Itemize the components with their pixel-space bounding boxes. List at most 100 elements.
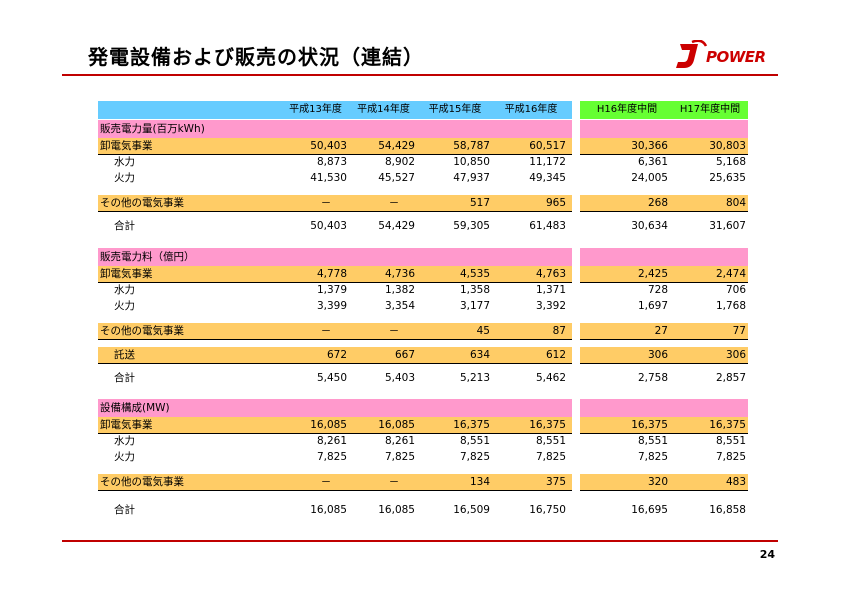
table-cell: 7,825 [637,451,668,463]
table-cell: 8,261 [316,435,347,447]
table-cell: 4,736 [384,268,415,280]
section-band-right [580,248,748,266]
column-header: 平成13年度 [289,104,342,115]
table-cell: 59,305 [453,220,490,232]
row-band-left [98,138,572,155]
table-cell: 16,085 [378,419,415,431]
row-label: その他の電気事業 [100,325,184,337]
row-underline-right [580,154,748,155]
table-cell: 634 [469,349,490,361]
row-underline-left [98,211,572,212]
table-cell: 16,509 [453,504,490,516]
table-cell: 30,803 [709,140,746,152]
table-cell: 5,462 [535,372,566,384]
table-cell: 2,857 [715,372,746,384]
table-cell: 50,403 [310,220,347,232]
row-label: 卸電気事業 [100,140,153,152]
table-cell: － [320,197,332,209]
header-band-cyan [98,101,572,119]
section-band-right [580,120,748,138]
table-cell: 31,607 [709,220,746,232]
table-cell: 706 [725,284,746,296]
row-label: 合計 [114,504,135,516]
page-number: 24 [759,548,775,561]
row-underline-right [580,211,748,212]
row-band-left [98,347,572,364]
table-cell: 16,375 [453,419,490,431]
row-band-right [580,417,748,434]
header-band-green [580,101,748,119]
section-title: 販売電力料（億円） [100,251,195,263]
table-cell: 54,429 [378,220,415,232]
table-cell: 10,850 [453,156,490,168]
section-title: 販売電力量(百万kWh) [100,123,205,135]
row-underline-left [98,433,572,434]
row-band-left [98,266,572,283]
table-cell: 61,483 [529,220,566,232]
table-cell: 5,168 [715,156,746,168]
table-cell: 268 [647,197,668,209]
table-cell: 7,825 [715,451,746,463]
table-cell: 375 [545,476,566,488]
row-label: 託送 [114,349,135,361]
row-band-left [98,417,572,434]
row-band-left [98,195,572,212]
table-cell: 49,345 [529,172,566,184]
table-cell: － [388,325,400,337]
section-title: 設備構成(MW) [100,402,170,414]
page-title: 発電設備および販売の状況（連結） [88,45,424,69]
table-cell: 517 [469,197,490,209]
table-cell: 1,358 [459,284,490,296]
table-cell: 612 [545,349,566,361]
row-band-right [580,138,748,155]
table-cell: 1,379 [316,284,347,296]
table-cell: 5,213 [459,372,490,384]
table-cell: 672 [326,349,347,361]
table-cell: 16,375 [631,419,668,431]
row-band-right [580,347,748,364]
table-cell: 54,429 [378,140,415,152]
table-cell: 41,530 [310,172,347,184]
table-cell: 8,551 [715,435,746,447]
table-cell: 47,937 [453,172,490,184]
row-label: 水力 [114,156,135,168]
row-band-left [98,474,572,491]
table-cell: 25,635 [709,172,746,184]
table-cell: 483 [725,476,746,488]
table-cell: 306 [647,349,668,361]
row-label: 卸電気事業 [100,268,153,280]
column-header: 平成14年度 [357,104,410,115]
table-cell: 45,527 [378,172,415,184]
table-cell: 7,825 [459,451,490,463]
row-label: 合計 [114,220,135,232]
table-cell: 4,535 [459,268,490,280]
table-cell: 4,763 [535,268,566,280]
table-cell: 8,873 [316,156,347,168]
section-band-left [98,399,572,417]
table-cell: 5,403 [384,372,415,384]
table-cell: 965 [545,197,566,209]
table-cell: 6,361 [637,156,668,168]
row-label: 火力 [114,451,135,463]
table-cell: 8,551 [637,435,668,447]
row-underline-left [98,339,572,340]
table-cell: － [320,325,332,337]
row-underline-left [98,282,572,283]
table-cell: 50,403 [310,140,347,152]
table-cell: 16,085 [310,504,347,516]
table-cell: 1,382 [384,284,415,296]
row-label: 火力 [114,300,135,312]
table-cell: 320 [647,476,668,488]
row-underline-right [580,433,748,434]
row-label: 水力 [114,435,135,447]
table-cell: 134 [469,476,490,488]
column-header: 平成16年度 [504,104,558,115]
table-cell: 4,778 [316,268,347,280]
row-label: 火力 [114,172,135,184]
table-cell: 24,005 [631,172,668,184]
table-cell: 58,787 [453,140,490,152]
section-band-left [98,120,572,138]
section-band-left [98,248,572,266]
table-cell: 3,177 [459,300,490,312]
footer-divider [62,540,778,542]
